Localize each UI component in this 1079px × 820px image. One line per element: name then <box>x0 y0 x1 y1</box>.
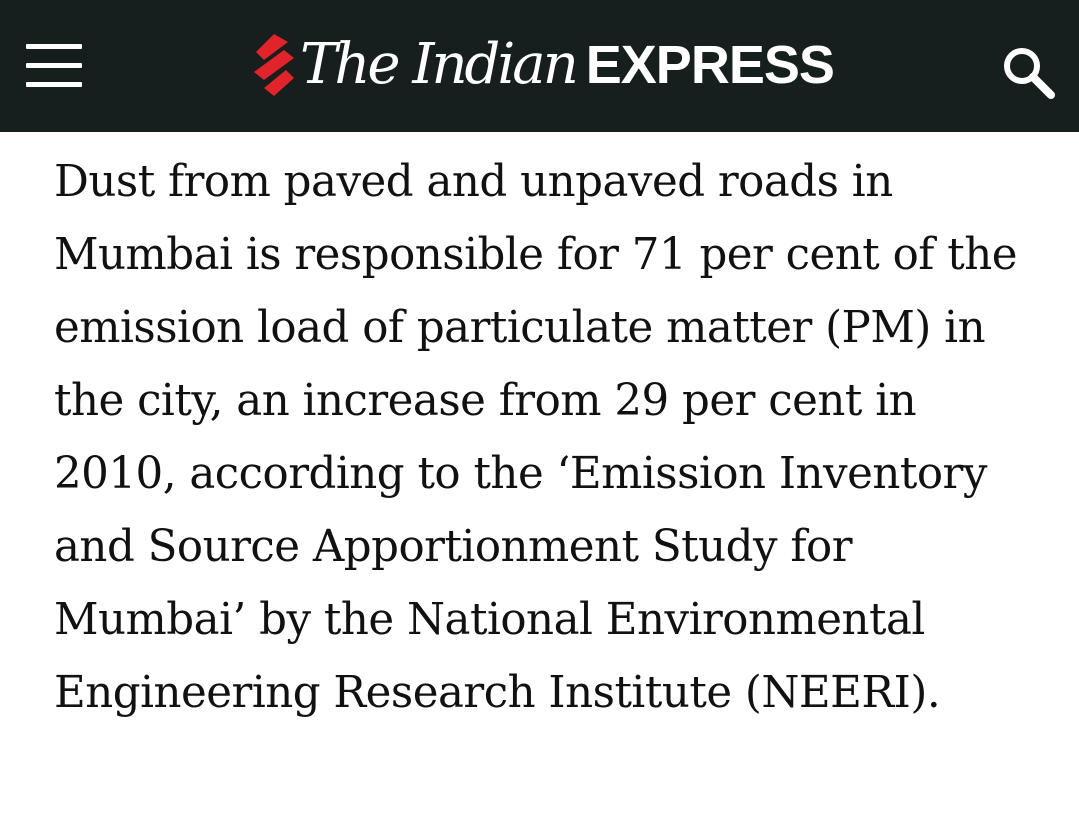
hamburger-menu-icon[interactable] <box>26 44 82 88</box>
brand-name-script: The Indian <box>300 32 579 97</box>
site-logo[interactable]: The Indian EXPRESS <box>250 30 835 100</box>
flame-logo-icon <box>254 34 294 96</box>
brand-name-bold: EXPRESS <box>585 35 835 95</box>
menu-line <box>26 63 82 68</box>
site-header: The Indian EXPRESS <box>0 0 1079 132</box>
search-icon[interactable] <box>1000 44 1056 100</box>
menu-line <box>26 44 82 49</box>
article-paragraph: Dust from paved and unpaved roads in Mum… <box>54 157 1017 718</box>
menu-line <box>26 82 82 87</box>
